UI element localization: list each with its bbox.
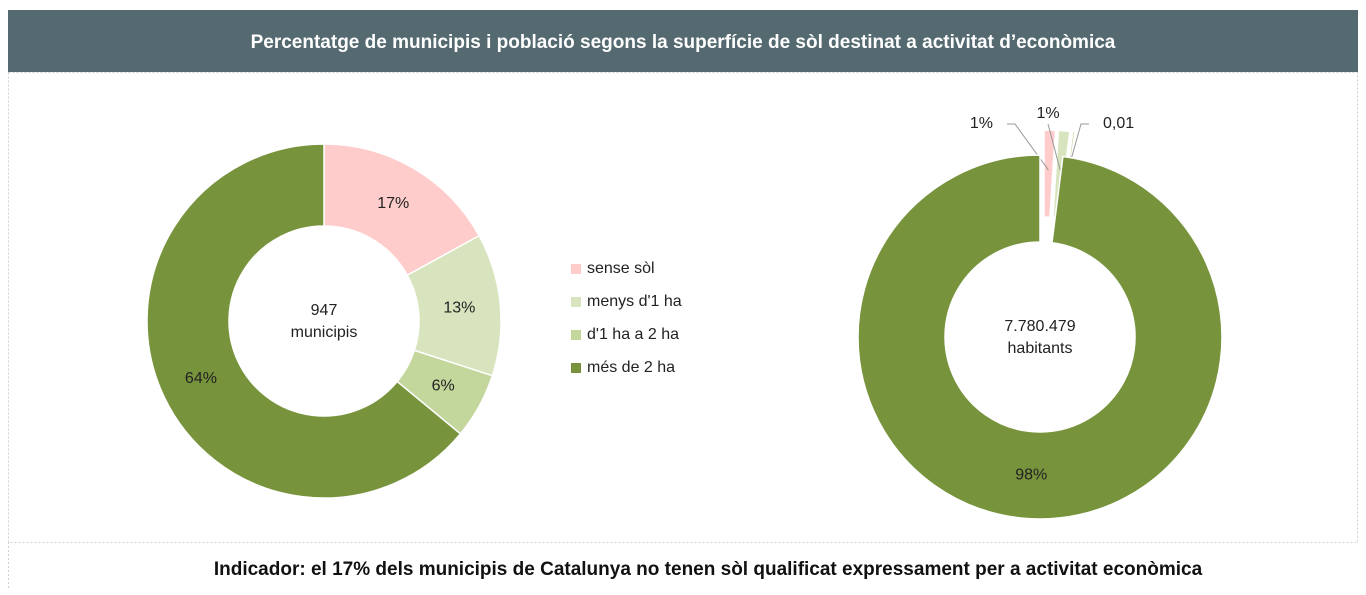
leader-line	[1047, 123, 1061, 171]
data-label: 1%	[1036, 105, 1059, 122]
center-text: 7.780.479	[1004, 318, 1075, 335]
data-label: 64%	[185, 370, 217, 387]
donut-slice	[146, 143, 462, 499]
center-text: 947	[311, 302, 338, 319]
legend-swatch	[571, 363, 581, 373]
header-bar	[8, 10, 1358, 72]
legend-label: menys d'1 ha	[587, 293, 682, 310]
legend-label: més de 2 ha	[587, 359, 675, 376]
data-label: 17%	[377, 195, 409, 212]
legend-label: sense sòl	[587, 260, 655, 277]
leader-line	[1067, 123, 1089, 172]
legend-swatch	[571, 330, 581, 340]
legend-label: d'1 ha a 2 ha	[587, 326, 679, 343]
data-label: 0,01	[1103, 115, 1134, 132]
data-label: 1%	[970, 115, 993, 132]
donut-slice	[1043, 129, 1057, 218]
donut-slice	[323, 143, 481, 277]
center-text: habitants	[1008, 340, 1073, 357]
donut-slice	[857, 154, 1223, 520]
data-label: 13%	[443, 299, 475, 316]
chart-title: Percentatge de municipis i població sego…	[251, 32, 1116, 53]
center-text: municipis	[291, 324, 358, 341]
data-label: 98%	[1015, 466, 1047, 483]
indicator: Indicador: el 17% dels municipis de Cata…	[214, 559, 1203, 580]
legend-swatch	[571, 297, 581, 307]
chart-frame	[8, 72, 1358, 543]
legend-swatch	[571, 264, 581, 274]
data-label: 6%	[432, 378, 455, 395]
